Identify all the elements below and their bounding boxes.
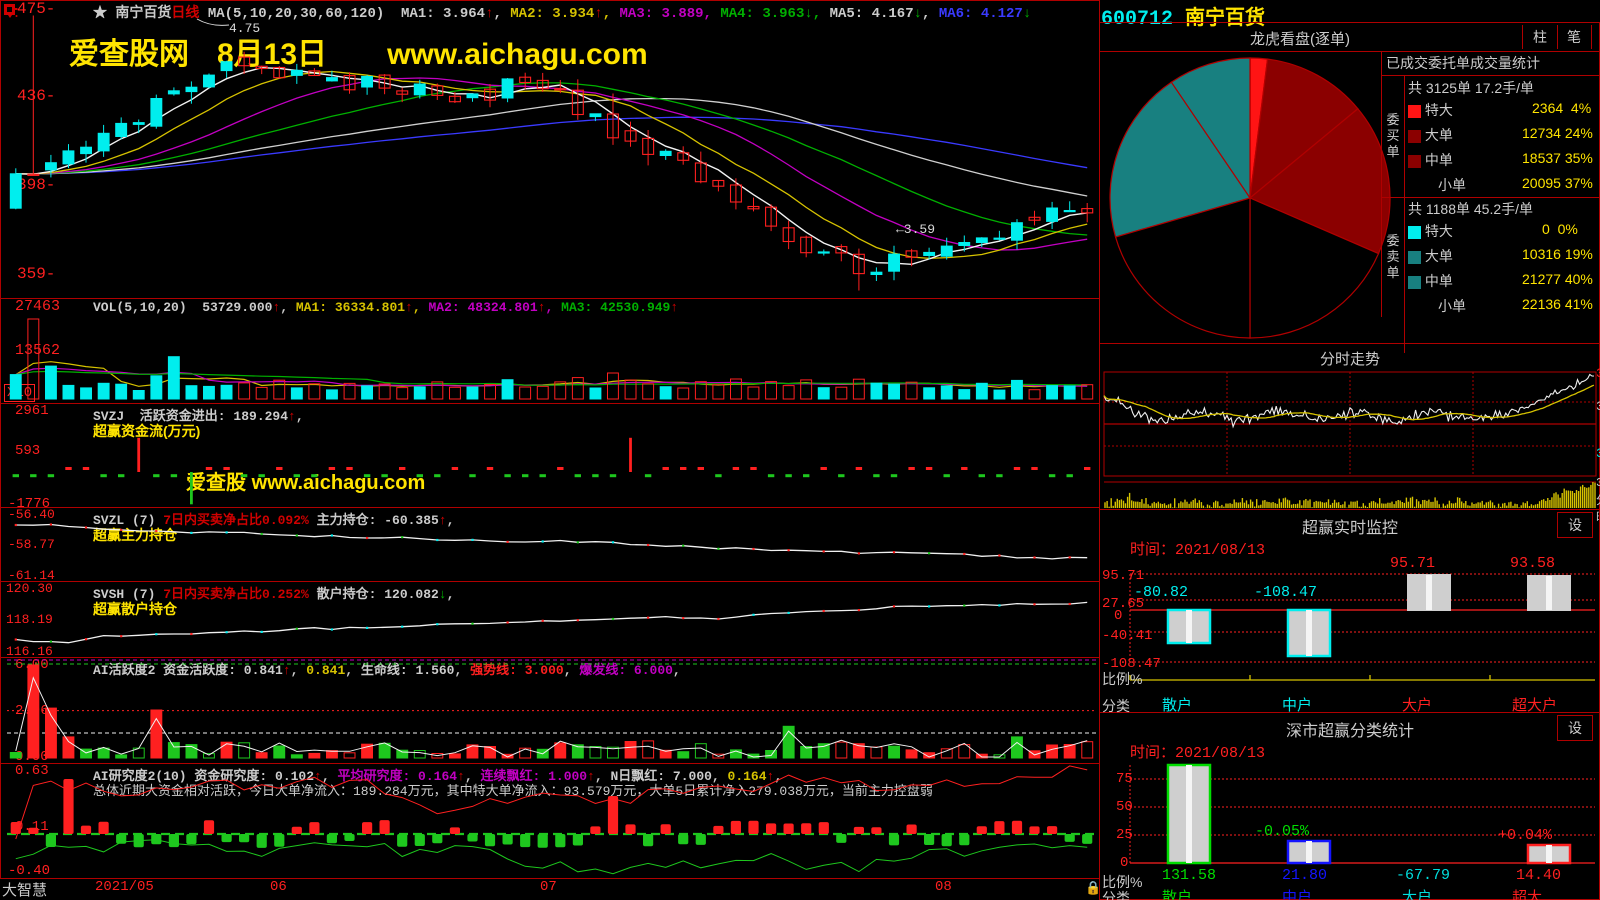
svg-text:93.58: 93.58 [1510,555,1555,572]
svg-text:+0.04%: +0.04% [1498,827,1553,844]
svg-text:4.75: 4.75 [229,21,260,36]
svg-text:←3.59: ←3.59 [896,222,935,237]
svg-text:-108.47: -108.47 [1254,584,1317,601]
svg-text:95.71: 95.71 [1390,555,1435,572]
svg-text:-0.05%: -0.05% [1255,823,1310,840]
